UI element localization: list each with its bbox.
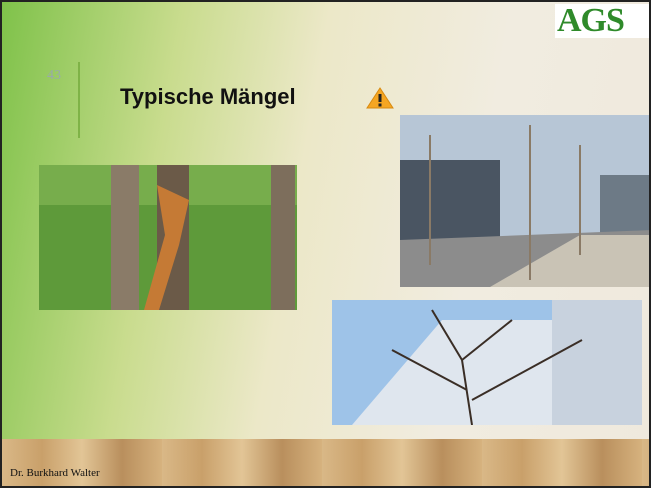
photo-street-trees bbox=[400, 115, 649, 287]
footer-bar bbox=[2, 439, 649, 486]
slide-number: 43 bbox=[47, 68, 61, 83]
logo: AGS bbox=[555, 4, 649, 38]
warning-icon bbox=[366, 87, 394, 109]
divider bbox=[78, 62, 80, 138]
photo-damaged-tree bbox=[39, 165, 297, 310]
slide-title: Typische Mängel bbox=[120, 84, 296, 109]
footer-author: Dr. Burkhard Walter bbox=[10, 467, 100, 479]
photo-building-tree bbox=[332, 300, 642, 425]
